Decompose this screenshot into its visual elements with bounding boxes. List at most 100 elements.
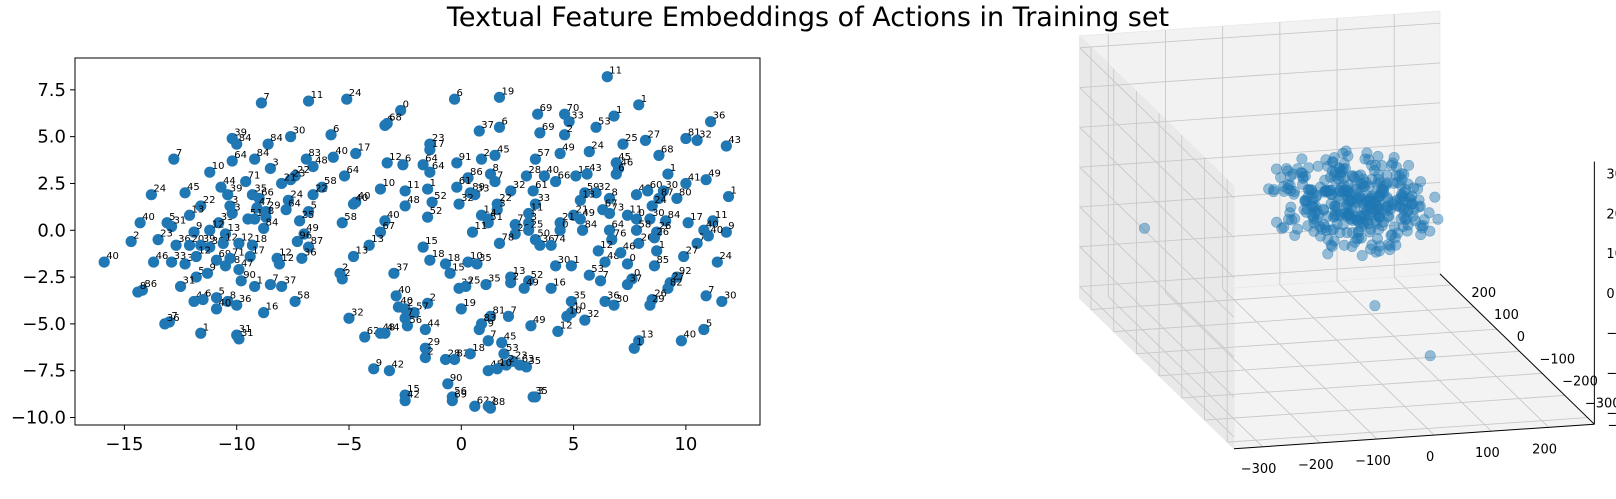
scatter-point-3d (1289, 213, 1301, 225)
point-label: 45 (187, 182, 200, 193)
point-label: 35 (535, 386, 548, 397)
point-label: 44 (223, 176, 236, 187)
scatter-point-3d (1376, 184, 1388, 196)
scatter-point-3d (1381, 202, 1393, 214)
scatter-point-3d (1353, 190, 1365, 202)
scatter-point (224, 252, 236, 264)
scatter-point-3d (1340, 199, 1352, 211)
point-label: 39 (203, 234, 216, 245)
scatter-point (642, 185, 654, 197)
grid-line (1079, 286, 1235, 438)
scatter-point (574, 194, 586, 206)
grid-line (1079, 221, 1441, 248)
scatter-point-3d (1322, 160, 1334, 172)
scatter-point-3d (1276, 222, 1288, 234)
scatter-point-3d (1350, 211, 1362, 223)
point-label: 85 (656, 255, 669, 266)
point-label: 12 (279, 247, 292, 258)
scatter-point-3d (1432, 213, 1444, 225)
point-label: 12 (560, 320, 573, 331)
point-label: 7 (603, 270, 609, 281)
scatter-point-3d (1330, 175, 1342, 187)
scatter-point (195, 200, 207, 212)
point-label: 36 (713, 111, 726, 122)
point-label: 0 (403, 99, 409, 110)
scatter-point (296, 252, 308, 264)
scatter-point-3d (1369, 189, 1381, 201)
point-label: 11 (475, 221, 488, 232)
point-label: 3 (272, 157, 278, 168)
point-label: 2 (407, 298, 413, 309)
scatter-point (264, 278, 276, 291)
scatter-point-3d (1335, 167, 1347, 179)
point-label: 74 (553, 234, 566, 245)
point-label: 36 (304, 247, 317, 258)
scatter-point-3d (1380, 179, 1392, 191)
scatter-point-3d (1333, 190, 1345, 202)
scatter-point-3d (1329, 200, 1341, 212)
scatter-point (489, 149, 501, 161)
scatter-point-3d (1297, 172, 1309, 184)
scatter-point-3d (1408, 182, 1420, 194)
point-label: 1 (659, 240, 665, 251)
point-label: 12 (389, 152, 402, 163)
point-label: 61 (459, 176, 472, 187)
scatter-point-3d (1320, 221, 1332, 233)
scatter-point-3d (1307, 211, 1319, 223)
point-label: 82 (457, 348, 470, 359)
scatter-point-3d (1369, 300, 1381, 312)
scatter-point-3d (1401, 213, 1413, 225)
scatter-point-3d (1373, 224, 1385, 236)
scatter-point-3d (1373, 190, 1385, 202)
scatter-point (307, 189, 319, 201)
point-label: 2 (484, 148, 490, 159)
point-label: 13 (513, 266, 526, 277)
scatter-point-3d (1303, 162, 1315, 174)
scatter-point (190, 271, 202, 283)
scatter-point (397, 159, 409, 171)
point-label: 37 (396, 262, 409, 273)
scatter-point (249, 213, 261, 225)
x-tick-label: −15 (105, 434, 143, 455)
scatter-point-3d (1329, 200, 1341, 212)
scatter-point-3d (1390, 170, 1402, 182)
scatter-point-3d (1320, 154, 1332, 166)
scatter-point-3d (1390, 239, 1402, 251)
scatter-point-3d (1398, 168, 1410, 180)
scatter-point (307, 161, 319, 173)
scatter-point (722, 190, 735, 203)
scatter-point-3d (1346, 214, 1358, 226)
scatter-point-3d (1347, 227, 1359, 239)
scatter-point-3d (1385, 203, 1397, 215)
scatter-point (197, 293, 209, 306)
grid-line (1113, 306, 1475, 333)
point-label: 40 (683, 330, 696, 341)
scatter-point-3d (1287, 168, 1299, 180)
scatter-point (350, 147, 362, 160)
back-pane (1079, 10, 1441, 299)
scatter-point-3d (1306, 184, 1318, 196)
scatter-point-3d (1305, 184, 1317, 196)
scatter-point (210, 292, 223, 304)
scatter-point-3d (1336, 165, 1348, 177)
scatter-point-3d (1363, 209, 1375, 221)
x-tick-label: 5 (568, 434, 579, 455)
grid-line (1165, 292, 1321, 444)
scatter-point (606, 234, 618, 246)
scatter-point (498, 348, 510, 360)
scatter-point-3d (1330, 205, 1342, 217)
point-label: 11 (609, 66, 622, 77)
point-label: 27 (686, 245, 699, 256)
point-label: 15 (407, 384, 420, 395)
scatter-point-3d (1319, 185, 1331, 197)
point-label: 61 (535, 180, 548, 191)
point-label: 32 (513, 180, 526, 191)
scatter-point (493, 121, 506, 133)
point-label: 17 (252, 245, 265, 256)
scatter-point-3d (1342, 199, 1354, 211)
point-label: 40 (387, 210, 400, 221)
grid-line (1279, 284, 1435, 436)
scatter-point (316, 181, 328, 193)
point-label: 64 (347, 165, 360, 176)
point-label: 8 (230, 290, 236, 301)
